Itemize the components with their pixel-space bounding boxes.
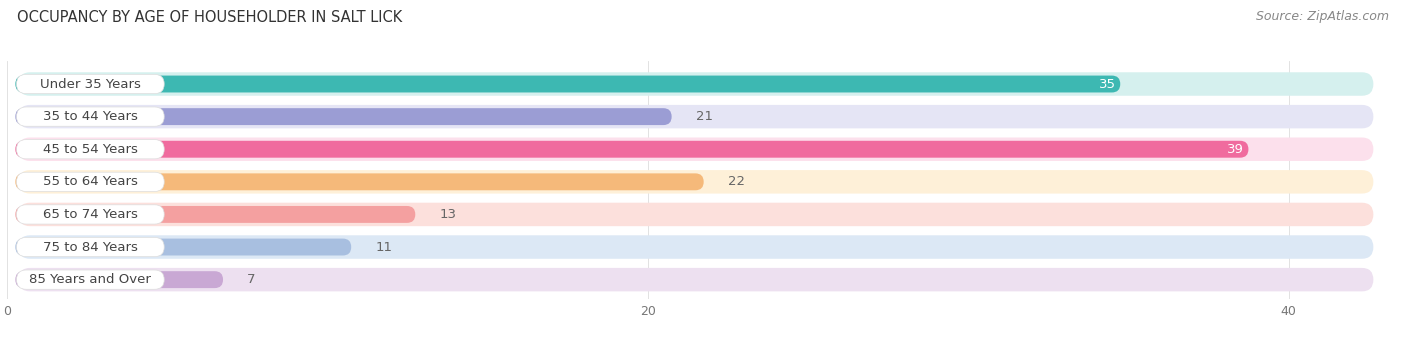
FancyBboxPatch shape [17, 107, 165, 126]
FancyBboxPatch shape [15, 173, 703, 190]
Text: Under 35 Years: Under 35 Years [39, 78, 141, 90]
FancyBboxPatch shape [17, 205, 165, 224]
FancyBboxPatch shape [18, 105, 1374, 129]
Text: 11: 11 [375, 240, 392, 254]
FancyBboxPatch shape [15, 75, 1121, 92]
Text: 13: 13 [440, 208, 457, 221]
FancyBboxPatch shape [15, 141, 1249, 158]
Text: OCCUPANCY BY AGE OF HOUSEHOLDER IN SALT LICK: OCCUPANCY BY AGE OF HOUSEHOLDER IN SALT … [17, 10, 402, 25]
Text: 22: 22 [728, 175, 745, 188]
Text: 39: 39 [1227, 143, 1244, 156]
FancyBboxPatch shape [18, 72, 1374, 96]
Text: 55 to 64 Years: 55 to 64 Years [44, 175, 138, 188]
Text: 21: 21 [696, 110, 713, 123]
Text: Source: ZipAtlas.com: Source: ZipAtlas.com [1256, 10, 1389, 23]
FancyBboxPatch shape [17, 74, 165, 94]
FancyBboxPatch shape [18, 170, 1374, 193]
FancyBboxPatch shape [18, 235, 1374, 259]
Text: 65 to 74 Years: 65 to 74 Years [44, 208, 138, 221]
Text: 35 to 44 Years: 35 to 44 Years [44, 110, 138, 123]
FancyBboxPatch shape [18, 268, 1374, 291]
Text: 7: 7 [247, 273, 256, 286]
FancyBboxPatch shape [18, 203, 1374, 226]
FancyBboxPatch shape [15, 239, 352, 255]
FancyBboxPatch shape [15, 108, 672, 125]
FancyBboxPatch shape [17, 270, 165, 289]
FancyBboxPatch shape [17, 172, 165, 191]
FancyBboxPatch shape [18, 137, 1374, 161]
FancyBboxPatch shape [15, 206, 415, 223]
FancyBboxPatch shape [17, 140, 165, 159]
Text: 75 to 84 Years: 75 to 84 Years [44, 240, 138, 254]
Text: 35: 35 [1098, 78, 1116, 90]
FancyBboxPatch shape [17, 237, 165, 257]
FancyBboxPatch shape [15, 271, 224, 288]
Text: 45 to 54 Years: 45 to 54 Years [44, 143, 138, 156]
Text: 85 Years and Over: 85 Years and Over [30, 273, 152, 286]
